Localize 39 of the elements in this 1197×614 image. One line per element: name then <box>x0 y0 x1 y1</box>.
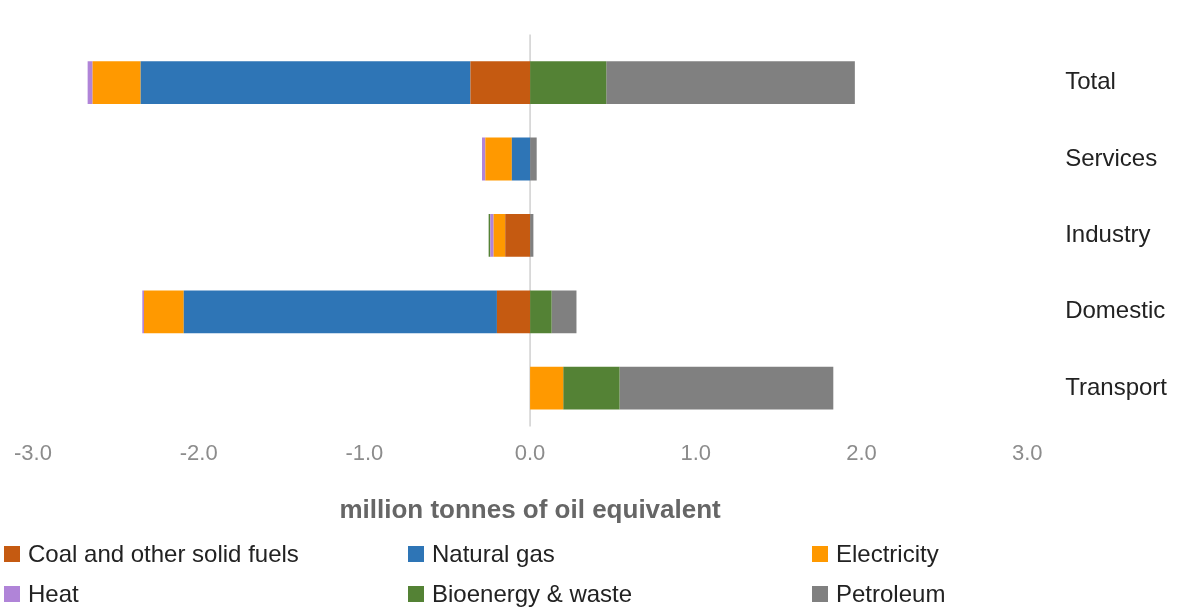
bar <box>530 366 564 410</box>
x-tick-label: -3.0 <box>13 439 52 465</box>
bar <box>619 366 834 410</box>
bar <box>183 290 497 334</box>
bar <box>496 290 531 334</box>
legend-label: Electricity <box>836 540 939 568</box>
x-tick-label: 1.0 <box>680 439 712 465</box>
bar <box>87 61 93 104</box>
legend-label: Natural gas <box>432 540 555 568</box>
bar <box>140 61 471 104</box>
bar <box>530 290 552 334</box>
bar <box>551 290 577 334</box>
y-tick-label: Transport <box>1065 372 1168 400</box>
x-tick-label: 0.0 <box>514 439 546 465</box>
legend-label: Coal and other solid fuels <box>28 540 299 568</box>
bar <box>143 290 184 334</box>
legend-label: Petroleum <box>836 580 946 608</box>
bar <box>530 137 537 181</box>
bar <box>530 214 534 257</box>
bar <box>92 61 141 104</box>
bar <box>606 61 855 104</box>
bar <box>485 137 512 181</box>
x-axis-title: million tonnes of oil equivalent <box>339 493 722 524</box>
bar <box>470 61 531 104</box>
bar <box>493 214 506 257</box>
bar <box>511 137 531 181</box>
x-tick-label: 2.0 <box>846 439 877 465</box>
y-tick-label: Domestic <box>1065 296 1166 324</box>
bar <box>530 61 607 104</box>
y-tick-label: Services <box>1065 143 1158 171</box>
x-tick-label: 3.0 <box>1011 439 1043 465</box>
y-tick-label: Total <box>1065 67 1116 95</box>
x-tick-label: -1.0 <box>345 439 384 465</box>
legend-label: Heat <box>28 580 79 608</box>
bar <box>505 214 531 257</box>
bar <box>563 366 620 410</box>
legend-label: Bioenergy & waste <box>432 580 633 608</box>
y-tick-label: Industry <box>1065 220 1151 248</box>
x-tick-label: -2.0 <box>179 439 218 465</box>
